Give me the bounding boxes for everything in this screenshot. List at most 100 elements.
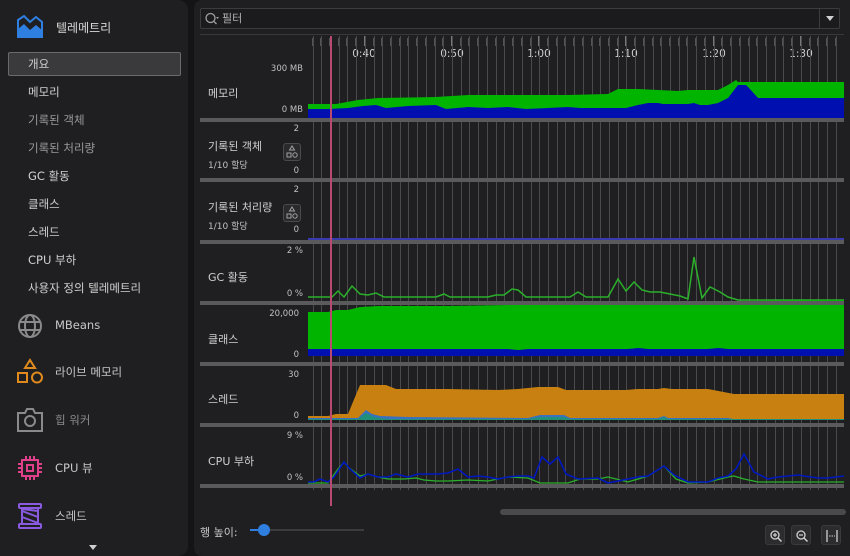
row-separator[interactable] [200, 423, 844, 427]
row-separator[interactable] [200, 484, 844, 488]
grid-line [827, 36, 828, 490]
grid-line [644, 36, 645, 490]
grid-line [626, 36, 627, 490]
row-min-value: 0 [293, 350, 299, 360]
sidebar-item-threads[interactable]: 스레드 [28, 225, 60, 239]
grid-line [757, 36, 758, 490]
row-label: 메모리 [208, 87, 239, 100]
row-max-value: 2 [293, 124, 299, 134]
grid-line [810, 36, 811, 490]
sidebar-tool-heap-walker[interactable]: 힙 워커 [0, 398, 188, 442]
cpu-load-line-blue [308, 452, 844, 484]
grid-line [417, 36, 418, 490]
row-max-value: 9 % [286, 431, 303, 441]
sidebar-item-overview[interactable]: 개요 [8, 52, 181, 76]
sidebar-item-custom-telemetry[interactable]: 사용자 정의 텔레메트리 [28, 281, 142, 295]
grid-line [653, 36, 654, 490]
grid-line [792, 36, 793, 490]
sidebar-header-label: 텔레메트리 [56, 21, 112, 35]
horizontal-scrollbar[interactable] [500, 509, 846, 515]
grid-line [705, 36, 706, 490]
row-max-value: 2 % [286, 246, 303, 256]
sidebar-tool-threads[interactable]: 스레드 [0, 494, 188, 538]
live-memory-shapes-button[interactable] [283, 204, 301, 222]
grid-line [435, 36, 436, 490]
sidebar-item-gc-activity[interactable]: GC 활동 [28, 169, 70, 183]
filter-box [200, 8, 840, 29]
sidebar-item-classes[interactable]: 클래스 [28, 197, 60, 211]
sidebar-item-recorded-throughput[interactable]: 기록된 처리량 [28, 141, 96, 155]
slider-thumb[interactable] [258, 524, 270, 536]
fit-width-button[interactable] [821, 525, 841, 545]
grid-line [740, 36, 741, 490]
row-separator[interactable] [200, 178, 844, 182]
grid-line [618, 36, 619, 490]
grid-line [548, 36, 549, 490]
scroll-down-arrow-icon[interactable] [89, 545, 97, 550]
grid-line [775, 36, 776, 490]
grid-line [661, 36, 662, 490]
grid-line [374, 36, 375, 490]
grid-line [565, 36, 566, 490]
grid-line [783, 36, 784, 490]
row-min-value: 0 [293, 225, 299, 235]
divider [200, 34, 844, 35]
row-separator[interactable] [200, 362, 844, 366]
row-separator[interactable] [200, 240, 844, 244]
grid-line [522, 36, 523, 490]
sidebar-item-cpu-load[interactable]: CPU 부하 [28, 253, 77, 267]
search-icon[interactable] [204, 11, 220, 27]
row-separator[interactable] [200, 118, 844, 122]
row-separator[interactable] [200, 301, 844, 305]
row-min-value: 0 MB [281, 105, 303, 115]
row-sublabel: 1/10 할당 [208, 222, 248, 232]
row-max-value: 20,000 [269, 309, 299, 319]
grid-line [687, 36, 688, 490]
sidebar-tool-live-memory[interactable]: 라이브 메모리 [0, 350, 188, 394]
grid-line [539, 36, 540, 490]
zoom-in-button[interactable] [765, 525, 785, 545]
telemetry-graphs [308, 80, 844, 484]
row-min-value: 0 % [286, 473, 303, 483]
sidebar-tool-cpu-views[interactable]: CPU 뷰 [0, 446, 188, 490]
playhead-marker[interactable] [330, 36, 332, 506]
row-min-value: 0 [293, 166, 299, 176]
grid-line [801, 36, 802, 490]
grid-line [722, 36, 723, 490]
live-memory-shapes-button[interactable] [283, 143, 301, 161]
grid-line [679, 36, 680, 490]
thread-spool-icon [18, 503, 42, 529]
row-height-slider[interactable] [250, 523, 364, 537]
grid-line [400, 36, 401, 490]
grid-line [469, 36, 470, 490]
sidebar-item-recorded-objects[interactable]: 기록된 객체 [28, 113, 85, 127]
shapes-icon [17, 358, 43, 384]
sidebar: 텔레메트리 개요 메모리 기록된 객체 기록된 처리량 GC 활동 클래스 스레… [0, 0, 188, 556]
row-max-value: 30 [288, 370, 299, 380]
row-label: GC 활동 [208, 271, 248, 284]
telemetry-charts[interactable] [308, 36, 844, 490]
sidebar-item-memory[interactable]: 메모리 [28, 85, 60, 99]
grid-line [749, 36, 750, 490]
grid-line [321, 36, 322, 490]
sidebar-tool-label: 스레드 [55, 509, 87, 523]
filter-input[interactable] [222, 9, 812, 28]
sidebar-tool-label: CPU 뷰 [55, 461, 93, 475]
sidebar-tool-label: 힙 워커 [55, 413, 91, 427]
zoom-out-button[interactable] [791, 525, 811, 545]
grid-line [443, 36, 444, 490]
zoom-out-icon [796, 530, 809, 543]
row-label: CPU 부하 [208, 455, 255, 468]
grid-line [766, 36, 767, 490]
row-max-value: 2 [293, 185, 299, 195]
filter-history-dropdown[interactable] [819, 9, 839, 28]
row-label: 클래스 [208, 333, 239, 346]
grid-line [696, 36, 697, 490]
sidebar-tool-mbeans[interactable]: MBeans [0, 304, 188, 348]
sidebar-tool-label: 라이브 메모리 [55, 365, 123, 379]
gc-activity-line [308, 256, 844, 301]
grid-line [583, 36, 584, 490]
time-label: 0:40 [352, 48, 376, 60]
sidebar-header-telemetry[interactable]: 텔레메트리 [0, 12, 188, 44]
row-sublabel: 1/10 할당 [208, 161, 248, 171]
